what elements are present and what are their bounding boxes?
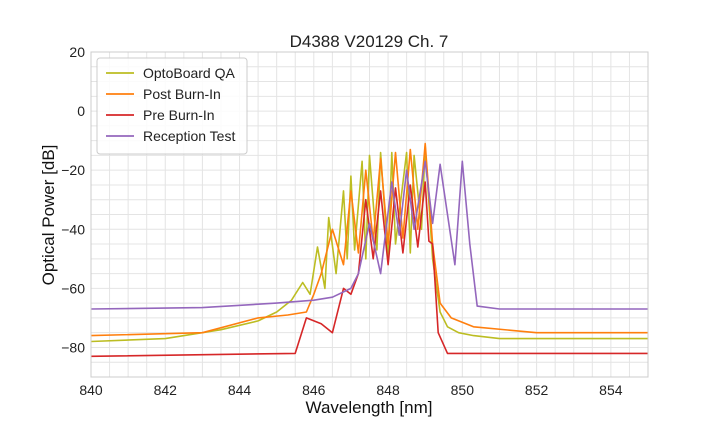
series-group	[91, 142, 648, 358]
chart-title: D4388 V20129 Ch. 7	[290, 32, 449, 51]
legend-label: Reception Test	[143, 128, 235, 144]
y-tick-labels: 20 0 −20 −40 −60 −80	[61, 44, 85, 355]
series-line-pre-burn-in	[91, 181, 648, 358]
x-tick-label: 840	[79, 382, 103, 398]
x-tick-label: 842	[154, 382, 178, 398]
x-tick-label: 852	[525, 382, 549, 398]
y-tick-label: 0	[77, 103, 85, 119]
x-tick-label: 854	[599, 382, 623, 398]
x-tick-label: 844	[228, 382, 252, 398]
y-axis-label: Optical Power [dB]	[39, 145, 58, 286]
y-tick-label: 20	[69, 44, 85, 60]
y-tick-label: −60	[61, 280, 85, 296]
y-tick-label: −40	[61, 221, 85, 237]
legend: OptoBoard QA Post Burn-In Pre Burn-In Recep…	[96, 57, 248, 155]
series-line-reception-test	[91, 160, 648, 310]
series-line-optoboard-qa	[91, 145, 648, 343]
legend-label: Post Burn-In	[143, 86, 221, 102]
legend-label: Pre Burn-In	[143, 107, 215, 123]
y-tick-label: −20	[61, 162, 85, 178]
x-tick-labels: 840 842 844 846 848 850 852 854	[79, 382, 622, 398]
y-tick-label: −80	[61, 339, 85, 355]
legend-box	[96, 57, 248, 155]
plot-frame	[90, 51, 649, 378]
x-tick-label: 846	[302, 382, 326, 398]
x-axis-label: Wavelength [nm]	[306, 398, 433, 417]
x-tick-label: 850	[451, 382, 475, 398]
series-line-post-burn-in	[91, 142, 648, 337]
legend-label: OptoBoard QA	[143, 65, 235, 81]
x-tick-label: 848	[376, 382, 400, 398]
series-lines	[91, 142, 648, 358]
